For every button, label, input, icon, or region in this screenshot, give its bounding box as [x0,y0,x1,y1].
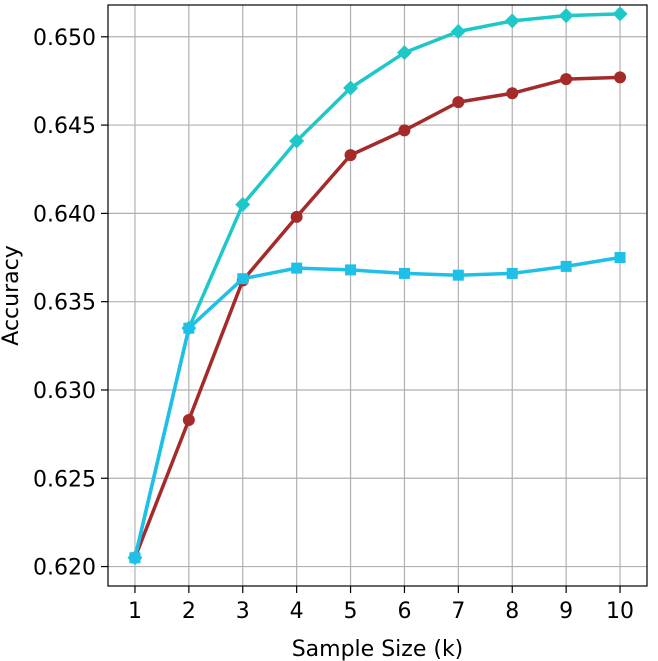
x-tick-label: 1 [128,599,142,624]
x-axis-label: Sample Size (k) [292,637,464,661]
x-tick-label: 8 [505,599,519,624]
data-point [345,264,357,276]
data-point [182,414,195,426]
data-point [506,267,518,279]
grid [108,5,647,586]
data-point [506,87,519,100]
data-point [612,6,628,22]
series-line [133,75,621,559]
data-point [235,197,251,213]
y-tick-label: 0.635 [33,291,96,316]
data-point [183,322,195,334]
data-point [504,13,520,29]
x-tick-label: 2 [182,599,196,624]
data-point [560,73,573,86]
ticks: 1 2 3 4 5 6 7 8 9 10 0.620 0.625 0.630 0.635 0.640 0.64… [33,26,634,624]
data-point [343,80,359,96]
y-axis-label: Accuracy [0,245,24,345]
x-tick-label: 5 [344,599,358,624]
data-point [398,267,410,279]
series-1 [128,71,627,564]
series-line [133,12,621,559]
data-point [558,8,574,24]
data-point [452,96,465,109]
y-tick-label: 0.645 [33,114,96,139]
y-tick-label: 0.620 [33,556,96,581]
x-tick-label: 9 [559,599,573,624]
data-point [291,262,303,274]
data-point [396,45,412,61]
data-point [614,71,627,84]
data-point [344,149,357,162]
data-point [129,552,141,564]
data-point [290,210,303,223]
x-tick-label: 10 [606,599,634,624]
x-tick-label: 3 [236,599,250,624]
data-point [560,260,572,272]
x-tick-label: 6 [397,599,411,624]
data-point [450,23,466,39]
data-point [398,124,411,137]
series-line [133,255,621,559]
y-tick-label: 0.650 [33,26,96,51]
x-tick-label: 7 [451,599,465,624]
data-point [452,269,464,281]
y-tick-label: 0.630 [33,379,96,404]
plot-frame [107,4,648,587]
y-tick-label: 0.625 [33,467,96,492]
x-tick-label: 4 [290,599,304,624]
data-point [614,252,626,264]
data-point [289,133,305,149]
data-point [237,273,249,285]
series-2 [127,6,628,566]
series-3 [129,252,626,564]
y-tick-label: 0.640 [33,202,96,227]
series-layer [127,6,628,566]
